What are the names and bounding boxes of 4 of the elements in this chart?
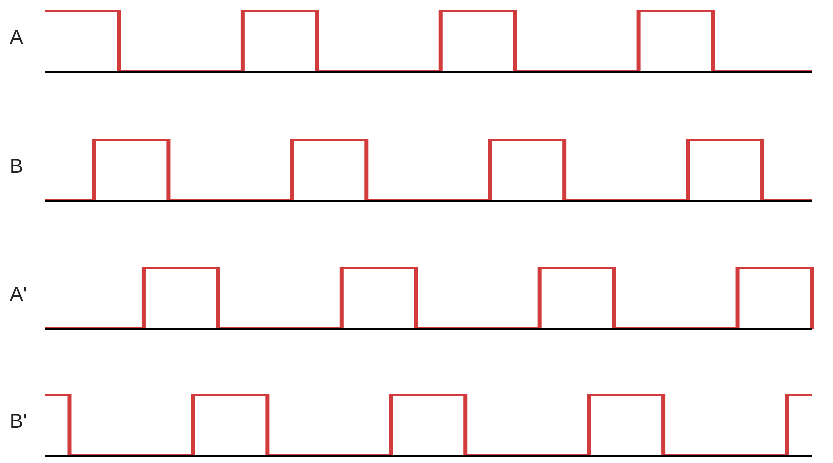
series-label: B	[10, 156, 24, 179]
series-label: B'	[10, 411, 28, 434]
series-label: A	[10, 27, 24, 50]
series-label: A'	[10, 284, 28, 307]
